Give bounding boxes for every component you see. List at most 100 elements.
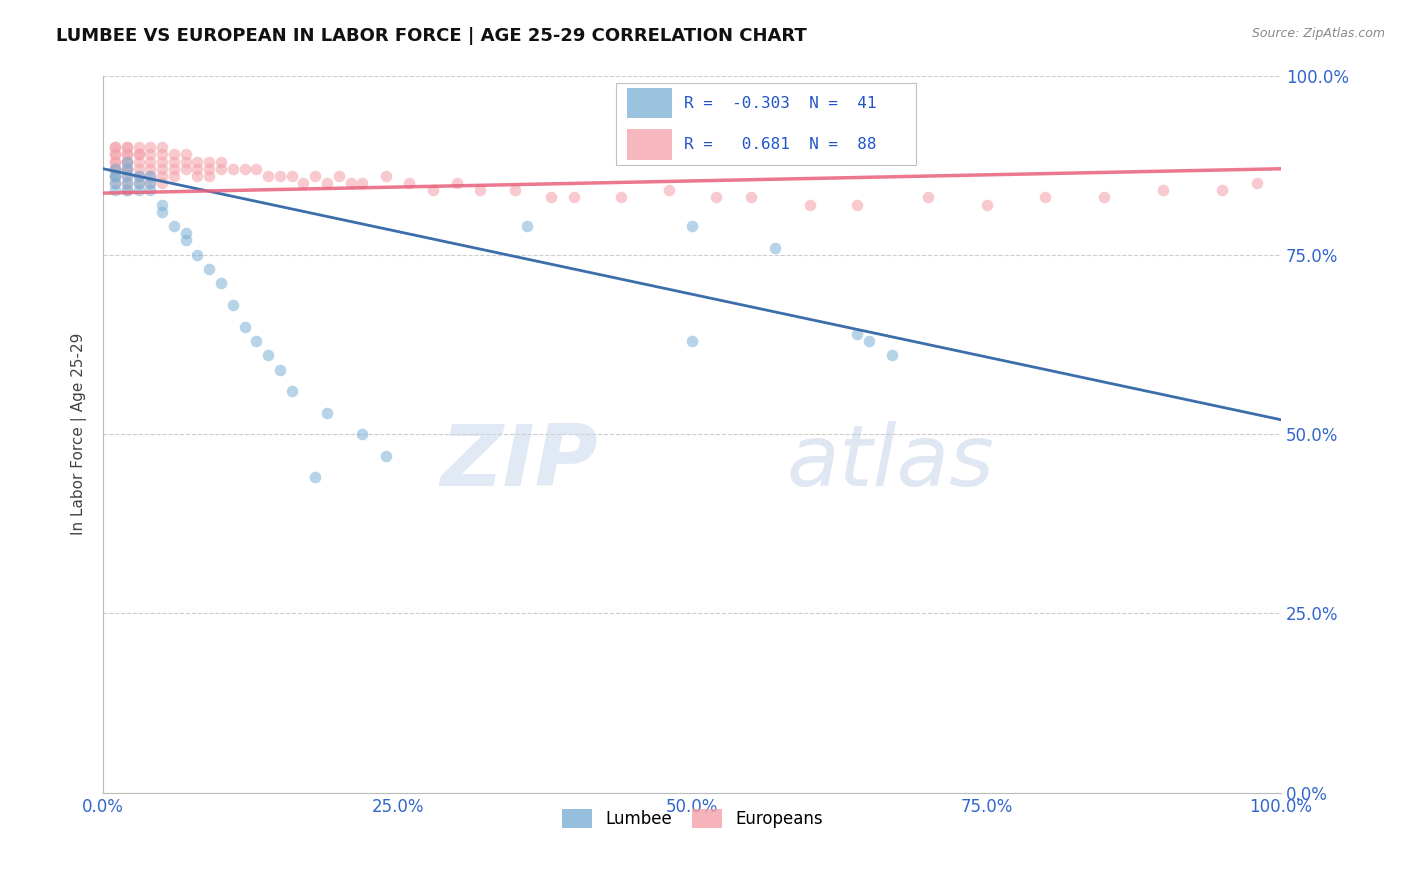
Point: [163, 161, 186, 176]
Point: [115, 169, 138, 183]
Point: [222, 298, 245, 312]
Point: [104, 161, 127, 176]
Point: [139, 169, 162, 183]
Point: [858, 334, 880, 348]
Point: [186, 169, 208, 183]
Legend: Lumbee, Europeans: Lumbee, Europeans: [555, 802, 830, 835]
Y-axis label: In Labor Force | Age 25-29: In Labor Force | Age 25-29: [72, 333, 87, 535]
Point: [763, 241, 786, 255]
Point: [562, 190, 585, 204]
Point: [1092, 190, 1115, 204]
Point: [150, 176, 173, 190]
FancyBboxPatch shape: [616, 83, 915, 165]
Text: LUMBEE VS EUROPEAN IN LABOR FORCE | AGE 25-29 CORRELATION CHART: LUMBEE VS EUROPEAN IN LABOR FORCE | AGE …: [56, 27, 807, 45]
Point: [681, 219, 703, 233]
Point: [846, 197, 869, 211]
Point: [233, 161, 256, 176]
Point: [233, 319, 256, 334]
Point: [128, 147, 150, 161]
Text: Source: ZipAtlas.com: Source: ZipAtlas.com: [1251, 27, 1385, 40]
Point: [128, 176, 150, 190]
Point: [128, 147, 150, 161]
Point: [104, 169, 127, 183]
Point: [150, 154, 173, 169]
Point: [292, 176, 315, 190]
Point: [174, 154, 197, 169]
Point: [104, 154, 127, 169]
Point: [128, 140, 150, 154]
Point: [516, 219, 538, 233]
Point: [446, 176, 468, 190]
Point: [115, 176, 138, 190]
Point: [139, 147, 162, 161]
Point: [115, 161, 138, 176]
Point: [174, 161, 197, 176]
Point: [269, 169, 291, 183]
Point: [1246, 176, 1268, 190]
Point: [139, 154, 162, 169]
Point: [222, 161, 245, 176]
Point: [339, 176, 361, 190]
Point: [115, 154, 138, 169]
Bar: [627, 88, 672, 119]
Point: [257, 348, 280, 362]
Point: [681, 334, 703, 348]
Point: [657, 183, 679, 197]
Point: [198, 161, 221, 176]
Point: [104, 176, 127, 190]
Point: [139, 176, 162, 190]
Point: [128, 161, 150, 176]
Text: R =   0.681  N =  88: R = 0.681 N = 88: [683, 137, 876, 152]
Point: [150, 140, 173, 154]
Point: [540, 190, 562, 204]
Point: [174, 147, 197, 161]
Point: [139, 176, 162, 190]
Point: [150, 204, 173, 219]
Point: [174, 227, 197, 241]
Point: [163, 147, 186, 161]
Point: [198, 154, 221, 169]
Point: [104, 176, 127, 190]
Point: [115, 183, 138, 197]
Point: [1035, 190, 1057, 204]
Text: ZIP: ZIP: [440, 421, 598, 504]
Point: [115, 161, 138, 176]
Point: [115, 154, 138, 169]
Point: [374, 449, 396, 463]
Point: [115, 169, 138, 183]
Point: [150, 169, 173, 183]
Point: [115, 140, 138, 154]
Point: [104, 147, 127, 161]
Point: [174, 234, 197, 248]
Point: [128, 154, 150, 169]
Point: [328, 169, 350, 183]
Point: [468, 183, 491, 197]
Point: [352, 427, 374, 442]
Point: [304, 169, 326, 183]
Point: [257, 169, 280, 183]
Point: [799, 197, 821, 211]
Point: [139, 169, 162, 183]
Point: [740, 190, 762, 204]
Point: [245, 161, 267, 176]
Point: [104, 140, 127, 154]
Point: [882, 348, 904, 362]
Point: [280, 384, 302, 398]
Point: [150, 161, 173, 176]
Point: [128, 183, 150, 197]
Point: [104, 161, 127, 176]
Point: [115, 140, 138, 154]
Point: [104, 183, 127, 197]
Point: [104, 147, 127, 161]
Point: [139, 140, 162, 154]
Point: [976, 197, 998, 211]
Point: [104, 154, 127, 169]
Point: [150, 197, 173, 211]
Point: [209, 277, 232, 291]
Point: [1152, 183, 1174, 197]
Point: [846, 326, 869, 341]
Point: [115, 161, 138, 176]
Point: [352, 176, 374, 190]
Point: [422, 183, 444, 197]
Point: [186, 154, 208, 169]
